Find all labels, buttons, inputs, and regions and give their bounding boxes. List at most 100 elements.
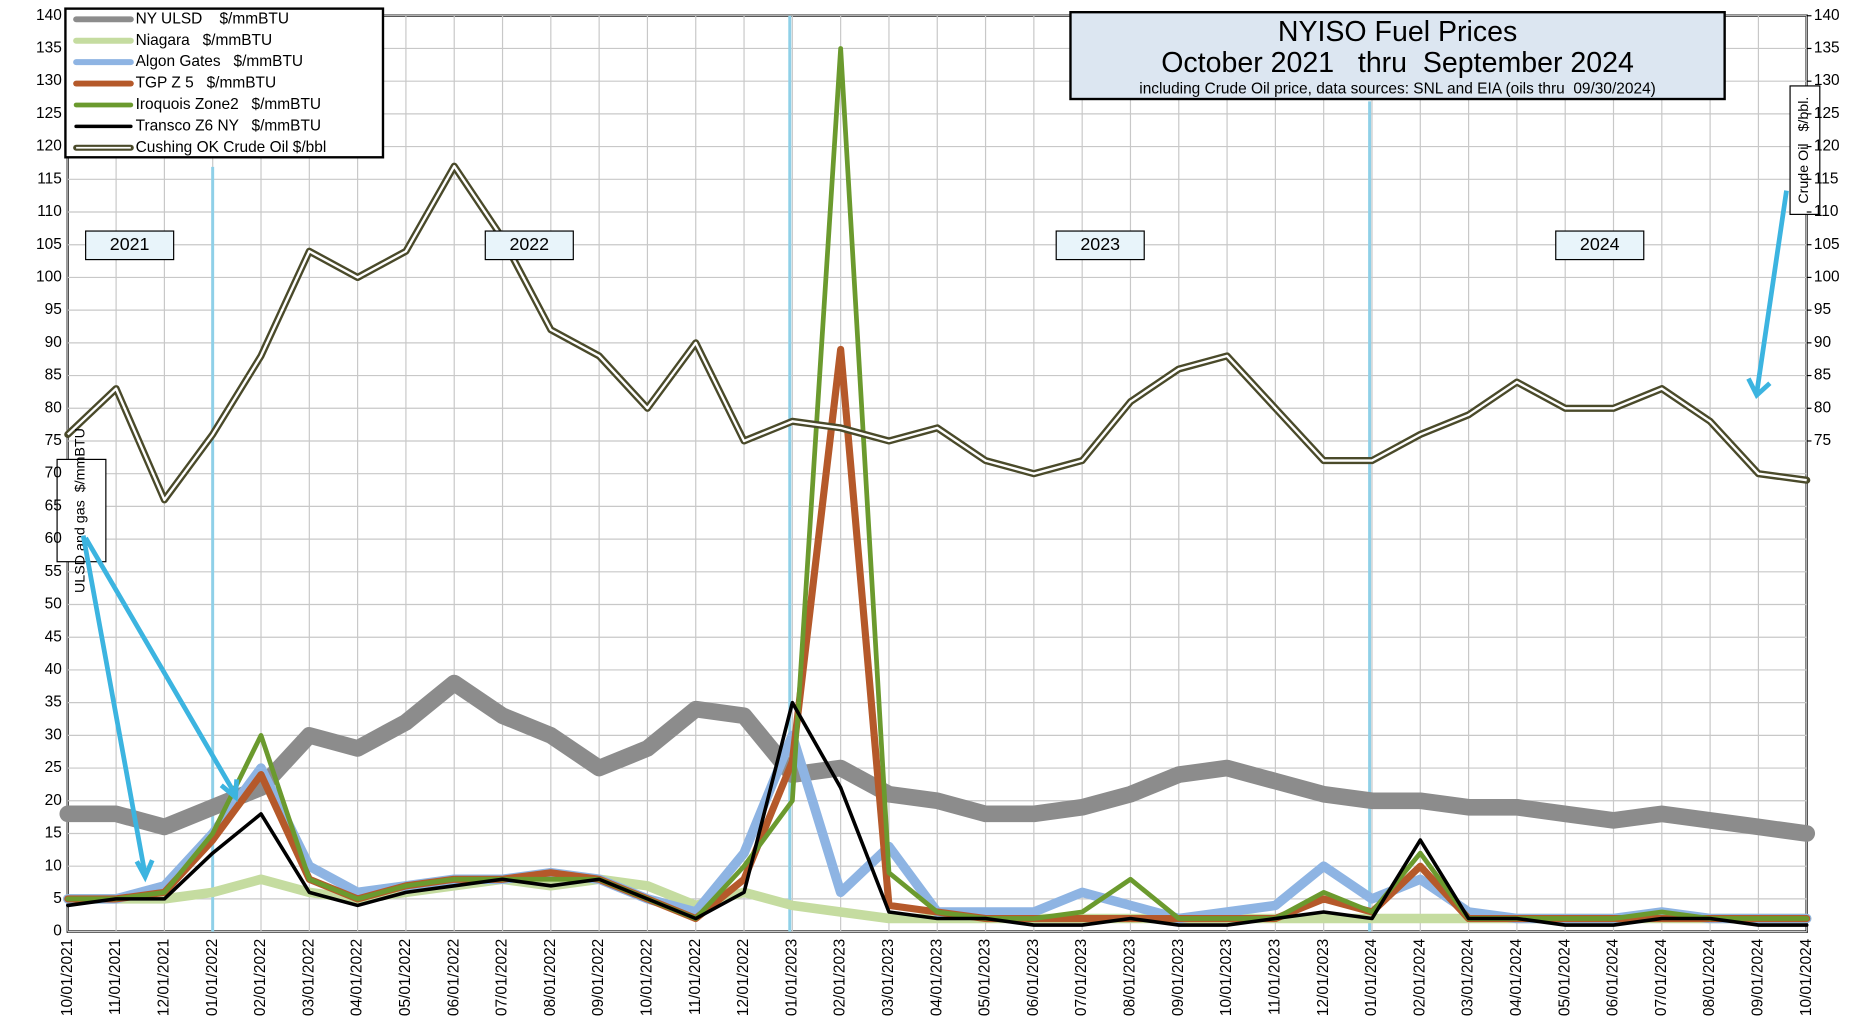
arrow — [1746, 190, 1789, 400]
x-tick-label: 10/01/2024 — [1798, 938, 1815, 1016]
x-tick-label: 10/01/2023 — [1218, 939, 1235, 1016]
series-line — [66, 700, 1809, 927]
x-tick-label: 01/01/2024 — [1363, 938, 1380, 1016]
legend: NY ULSD $/mmBTU Niagara $/mmBTU Algon Gate… — [64, 7, 385, 159]
y-tick-label: 60 — [45, 530, 62, 547]
y-tick-label: 70 — [45, 465, 62, 482]
x-tick-label: 11/01/2021 — [107, 939, 124, 1015]
y2-label-box — [1789, 85, 1821, 215]
y-label-box — [56, 458, 107, 563]
chart-subtitle: including Crude Oil price, data sources:… — [1139, 81, 1656, 98]
x-tick-label: 05/01/2023 — [977, 939, 994, 1016]
x-tick-label: 12/01/2022 — [735, 939, 752, 1016]
x-tick-label: 08/01/2022 — [542, 939, 559, 1016]
y2-tick-label: 125 — [1814, 105, 1840, 122]
x-tick-label: 02/01/2022 — [252, 939, 269, 1016]
legend-label: Niagara $/mmBTU — [136, 32, 273, 49]
year-box — [1055, 230, 1145, 261]
y2-tick-label: 120 — [1814, 138, 1840, 155]
x-tick-label: 10/01/2021 — [59, 939, 76, 1016]
y-tick-label: 0 — [53, 923, 62, 940]
arrow — [80, 535, 155, 883]
y-tick-label: 115 — [37, 170, 62, 187]
x-tick-label: 12/01/2023 — [1315, 939, 1332, 1016]
y-tick-label: 85 — [45, 367, 62, 384]
series-line — [59, 674, 1816, 842]
y2-tick-label: 115 — [1814, 170, 1839, 187]
y2-tick-label: 90 — [1814, 334, 1831, 351]
x-tick-label: 07/01/2023 — [1073, 939, 1090, 1016]
x-tick-label: 12/01/2021 — [155, 939, 172, 1016]
legend-label: NY ULSD $/mmBTU — [136, 10, 289, 27]
y-tick-label: 110 — [37, 203, 62, 220]
x-tick-label: 08/01/2024 — [1701, 938, 1718, 1016]
legend-label: TGP Z 5 $/mmBTU — [136, 75, 277, 92]
x-tick-label: 07/01/2022 — [494, 939, 511, 1016]
x-tick-label: 09/01/2022 — [590, 939, 607, 1016]
y-tick-label: 95 — [45, 301, 62, 318]
axis-labels: ULSD and gas $/mmBTU Crude Oil $/bbl. — [56, 85, 1821, 593]
legend-label: Transco Z6 NY $/mmBTU — [136, 117, 321, 134]
year-box — [484, 230, 574, 261]
year-box — [85, 230, 175, 261]
y-tick-label: 35 — [45, 694, 62, 711]
year-label: 2023 — [1080, 234, 1120, 254]
legend-label: Algon Gates $/mmBTU — [136, 53, 303, 70]
legend-label: Cushing OK Crude Oil $/bbl — [136, 139, 327, 156]
y-tick-label: 75 — [45, 432, 62, 449]
x-tick-label: 08/01/2023 — [1122, 939, 1139, 1016]
y-tick-label: 45 — [45, 628, 62, 645]
legend-label: Iroquois Zone2 $/mmBTU — [136, 96, 322, 113]
y-axis-label: ULSD and gas $/mmBTU — [73, 428, 89, 593]
x-tick-label: 03/01/2024 — [1460, 938, 1477, 1016]
title-frame — [1069, 10, 1726, 101]
x-tick-label: 01/01/2023 — [783, 939, 800, 1016]
y2-axis-label: Crude Oil $/bbl. — [1796, 97, 1812, 204]
y2-tick-label: 130 — [1814, 72, 1840, 89]
y-tick-label: 90 — [45, 334, 62, 351]
y-tick-label: 25 — [45, 759, 62, 776]
y-tick-label: 140 — [36, 7, 62, 24]
x-tick-label: 05/01/2022 — [397, 939, 414, 1016]
year-label: 2021 — [110, 234, 150, 254]
year-box — [1555, 230, 1645, 261]
y-tick-label: 15 — [45, 825, 62, 842]
x-tick-label: 04/01/2024 — [1508, 938, 1525, 1016]
y2-tick-label: 110 — [1814, 203, 1839, 220]
x-tick-label: 11/01/2023 — [1266, 939, 1283, 1015]
title-box: NYISO Fuel Prices October 2021 thru Sept… — [1069, 10, 1726, 101]
series-group — [59, 46, 1816, 927]
y-tick-label: 50 — [45, 596, 62, 613]
y2-tick-label: 135 — [1814, 40, 1840, 57]
y-tick-label: 20 — [45, 792, 62, 809]
y-tick-label: 65 — [45, 497, 62, 514]
y2-tick-label: 105 — [1814, 236, 1840, 253]
x-tick-label: 10/01/2022 — [639, 939, 656, 1016]
x-tick-label: 04/01/2022 — [349, 939, 366, 1016]
arrows — [80, 190, 1789, 883]
y2-tick-label: 85 — [1814, 367, 1831, 384]
series-line-inner — [66, 165, 1807, 502]
y2-tick-label: 80 — [1814, 399, 1831, 416]
y2-tick-label: 100 — [1814, 269, 1840, 286]
x-tick-label: 06/01/2024 — [1605, 938, 1622, 1016]
y-tick-label: 120 — [36, 138, 62, 155]
y-tick-label: 10 — [45, 857, 62, 874]
y-tick-label: 100 — [36, 269, 62, 286]
y-tick-label: 135 — [36, 40, 62, 57]
x-tick-label: 01/01/2022 — [204, 939, 221, 1016]
y2-tick-label: 75 — [1814, 432, 1831, 449]
y-tick-label: 105 — [36, 236, 62, 253]
x-tick-label: 04/01/2023 — [928, 939, 945, 1016]
year-label: 2024 — [1580, 234, 1620, 254]
x-tick-label: 03/01/2022 — [300, 939, 317, 1016]
y-tick-label: 30 — [45, 726, 62, 743]
x-tick-label: 09/01/2024 — [1749, 938, 1766, 1016]
x-tick-label: 06/01/2022 — [445, 939, 462, 1016]
y-tick-label: 5 — [53, 890, 62, 907]
y-tick-label: 40 — [45, 661, 62, 678]
chart-title: NYISO Fuel Prices — [1278, 16, 1517, 48]
x-tick-label: 07/01/2024 — [1653, 938, 1670, 1016]
y2-tick-label: 95 — [1814, 301, 1831, 318]
